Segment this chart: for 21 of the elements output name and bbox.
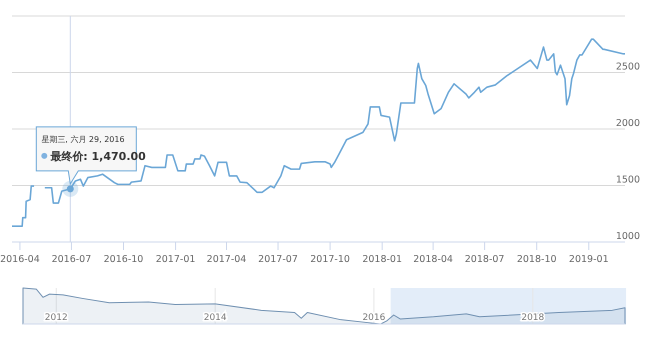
x-tick-label: 2018-01 bbox=[362, 254, 402, 265]
x-tick-label: 2017-07 bbox=[258, 254, 298, 265]
x-tick-label: 2019-01 bbox=[568, 254, 609, 265]
y-tick-label: 1000 bbox=[616, 231, 640, 242]
y-tick-label: 1500 bbox=[616, 174, 640, 186]
x-tick-label: 2017-04 bbox=[206, 254, 246, 265]
x-tick-label: 2016-07 bbox=[52, 254, 92, 265]
x-tick-label: 2014 bbox=[204, 313, 227, 323]
x-tick-label: 2018 bbox=[521, 313, 545, 323]
y-tick-label: 2500 bbox=[616, 62, 640, 72]
y-tick-label: 2000 bbox=[616, 118, 640, 129]
x-tick-label: 2018-10 bbox=[516, 254, 557, 265]
x-tick-label: 2016-04 bbox=[0, 254, 40, 265]
x-tick-label: 2016-10 bbox=[104, 254, 144, 265]
x-tick-label: 2017-01 bbox=[156, 254, 196, 265]
x-tick-label: 2017-10 bbox=[310, 254, 350, 265]
x-tick-label: 2018-04 bbox=[413, 254, 453, 265]
x-tick-label: 2018-07 bbox=[464, 254, 504, 265]
x-tick-label: 2016 bbox=[362, 313, 386, 323]
x-tick-label: 2012 bbox=[44, 313, 68, 323]
annotation: 星期三, 六月 29, 2016 bbox=[41, 134, 125, 144]
